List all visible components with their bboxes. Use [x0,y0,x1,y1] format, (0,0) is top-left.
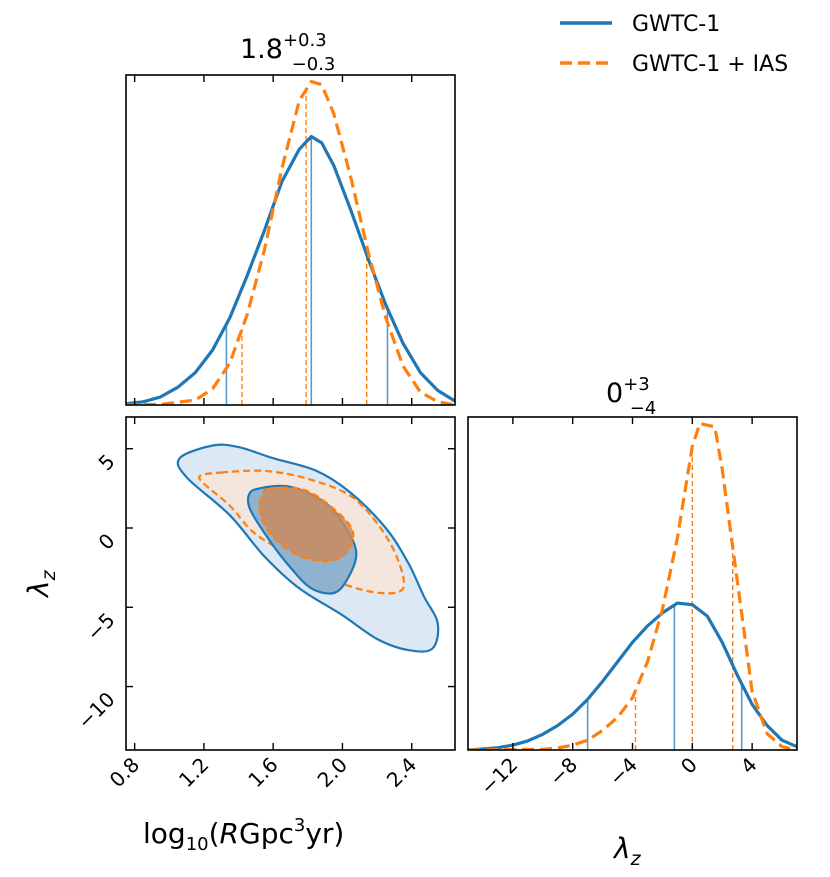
joint-ytick-label: −5 [82,608,120,646]
lambda-xtick-label: −12 [476,753,523,800]
joint-contour-marks [176,443,440,653]
lambda-gwtc1-curve [468,601,797,750]
rate-histogram-frame [125,74,456,406]
joint-xtick-label: 2.4 [382,753,421,792]
joint-y-tick-labels: 5 0 −5 −10 [73,449,120,734]
joint-x-tick-labels: 0.8 1.2 1.6 2.0 2.4 [105,753,422,792]
joint-xtick-label: 0.8 [105,753,144,792]
joint-xtick-label: 2.0 [313,753,352,792]
legend-label-gwtc1: GWTC-1 [632,12,720,37]
lambda-x-tick-labels: −12 −8 −4 0 4 [476,753,762,800]
contour-gwtc1-ias-inner [257,486,355,563]
lambda-panel-title: 0+3 −4 [606,374,656,419]
joint-contour-panel: 0.8 1.2 1.6 2.0 2.4 5 0 −5 −10 [73,416,456,792]
lambda-gwtc1-ias-curve [468,421,797,750]
lambda-xtick-label: 0 [676,753,702,779]
rate-panel-title: 1.8+0.3 −0.3 [240,30,335,75]
lambda-xtick-label: −4 [604,753,642,791]
lambda-x-axis-label: λz [612,832,642,870]
legend-label-gwtc1-ias: GWTC-1 + IAS [632,52,788,77]
joint-y-axis-label: λz [22,569,60,599]
joint-contour-frame [125,416,456,751]
lambda-histogram-marks [468,421,797,750]
svg-text:λz: λz [22,569,60,599]
rate-histogram-marks [126,79,455,405]
legend: GWTC-1 GWTC-1 + IAS [560,12,788,77]
joint-ytick-label: −10 [73,687,120,734]
rate-gwtc1-ias-curve [126,79,455,405]
lambda-histogram-ticks [512,417,753,750]
joint-ytick-label: 0 [94,529,120,555]
joint-xtick-label: 1.2 [174,753,213,792]
lambda-histogram-frame [467,416,798,751]
rate-gwtc1-curve [126,134,455,405]
rate-title-plus: +0.3 [283,30,327,51]
lambda-histogram-panel: −12 −8 −4 0 4 [467,416,798,800]
rate-title-minus: −0.3 [292,54,336,75]
lambda-title-plus: +3 [623,374,650,395]
rate-histogram-ticks [133,75,413,405]
lambda-xtick-label: −8 [544,753,582,791]
joint-xtick-label: 1.6 [243,753,282,792]
rate-title-median: 1.8 [240,34,283,65]
rate-histogram-panel [125,74,456,406]
joint-contour-ticks [126,417,455,750]
lambda-xtick-label: 4 [736,753,762,779]
lambda-title-median: 0 [606,378,623,409]
joint-ytick-label: 5 [94,449,120,475]
joint-x-axis-label: log10(RGpc3yr) [143,815,344,855]
lambda-title-minus: −4 [630,398,657,419]
